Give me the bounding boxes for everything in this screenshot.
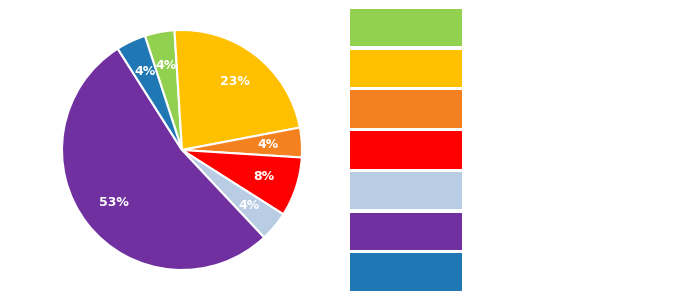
Wedge shape [182,150,284,238]
FancyBboxPatch shape [350,131,462,169]
Text: 4%: 4% [258,138,279,151]
FancyBboxPatch shape [350,172,462,209]
FancyBboxPatch shape [350,90,462,128]
Text: 23%: 23% [220,75,250,88]
Text: 53%: 53% [99,196,129,209]
Wedge shape [182,150,302,214]
Text: 4%: 4% [238,199,259,212]
FancyBboxPatch shape [350,213,462,250]
Wedge shape [182,128,302,158]
Wedge shape [62,49,264,270]
Text: 4%: 4% [134,65,156,78]
Wedge shape [174,30,300,150]
Wedge shape [118,36,182,150]
FancyBboxPatch shape [350,9,462,46]
FancyBboxPatch shape [350,253,462,291]
Wedge shape [145,30,182,150]
Text: 4%: 4% [155,58,176,72]
FancyBboxPatch shape [350,50,462,87]
Text: 8%: 8% [253,170,274,183]
